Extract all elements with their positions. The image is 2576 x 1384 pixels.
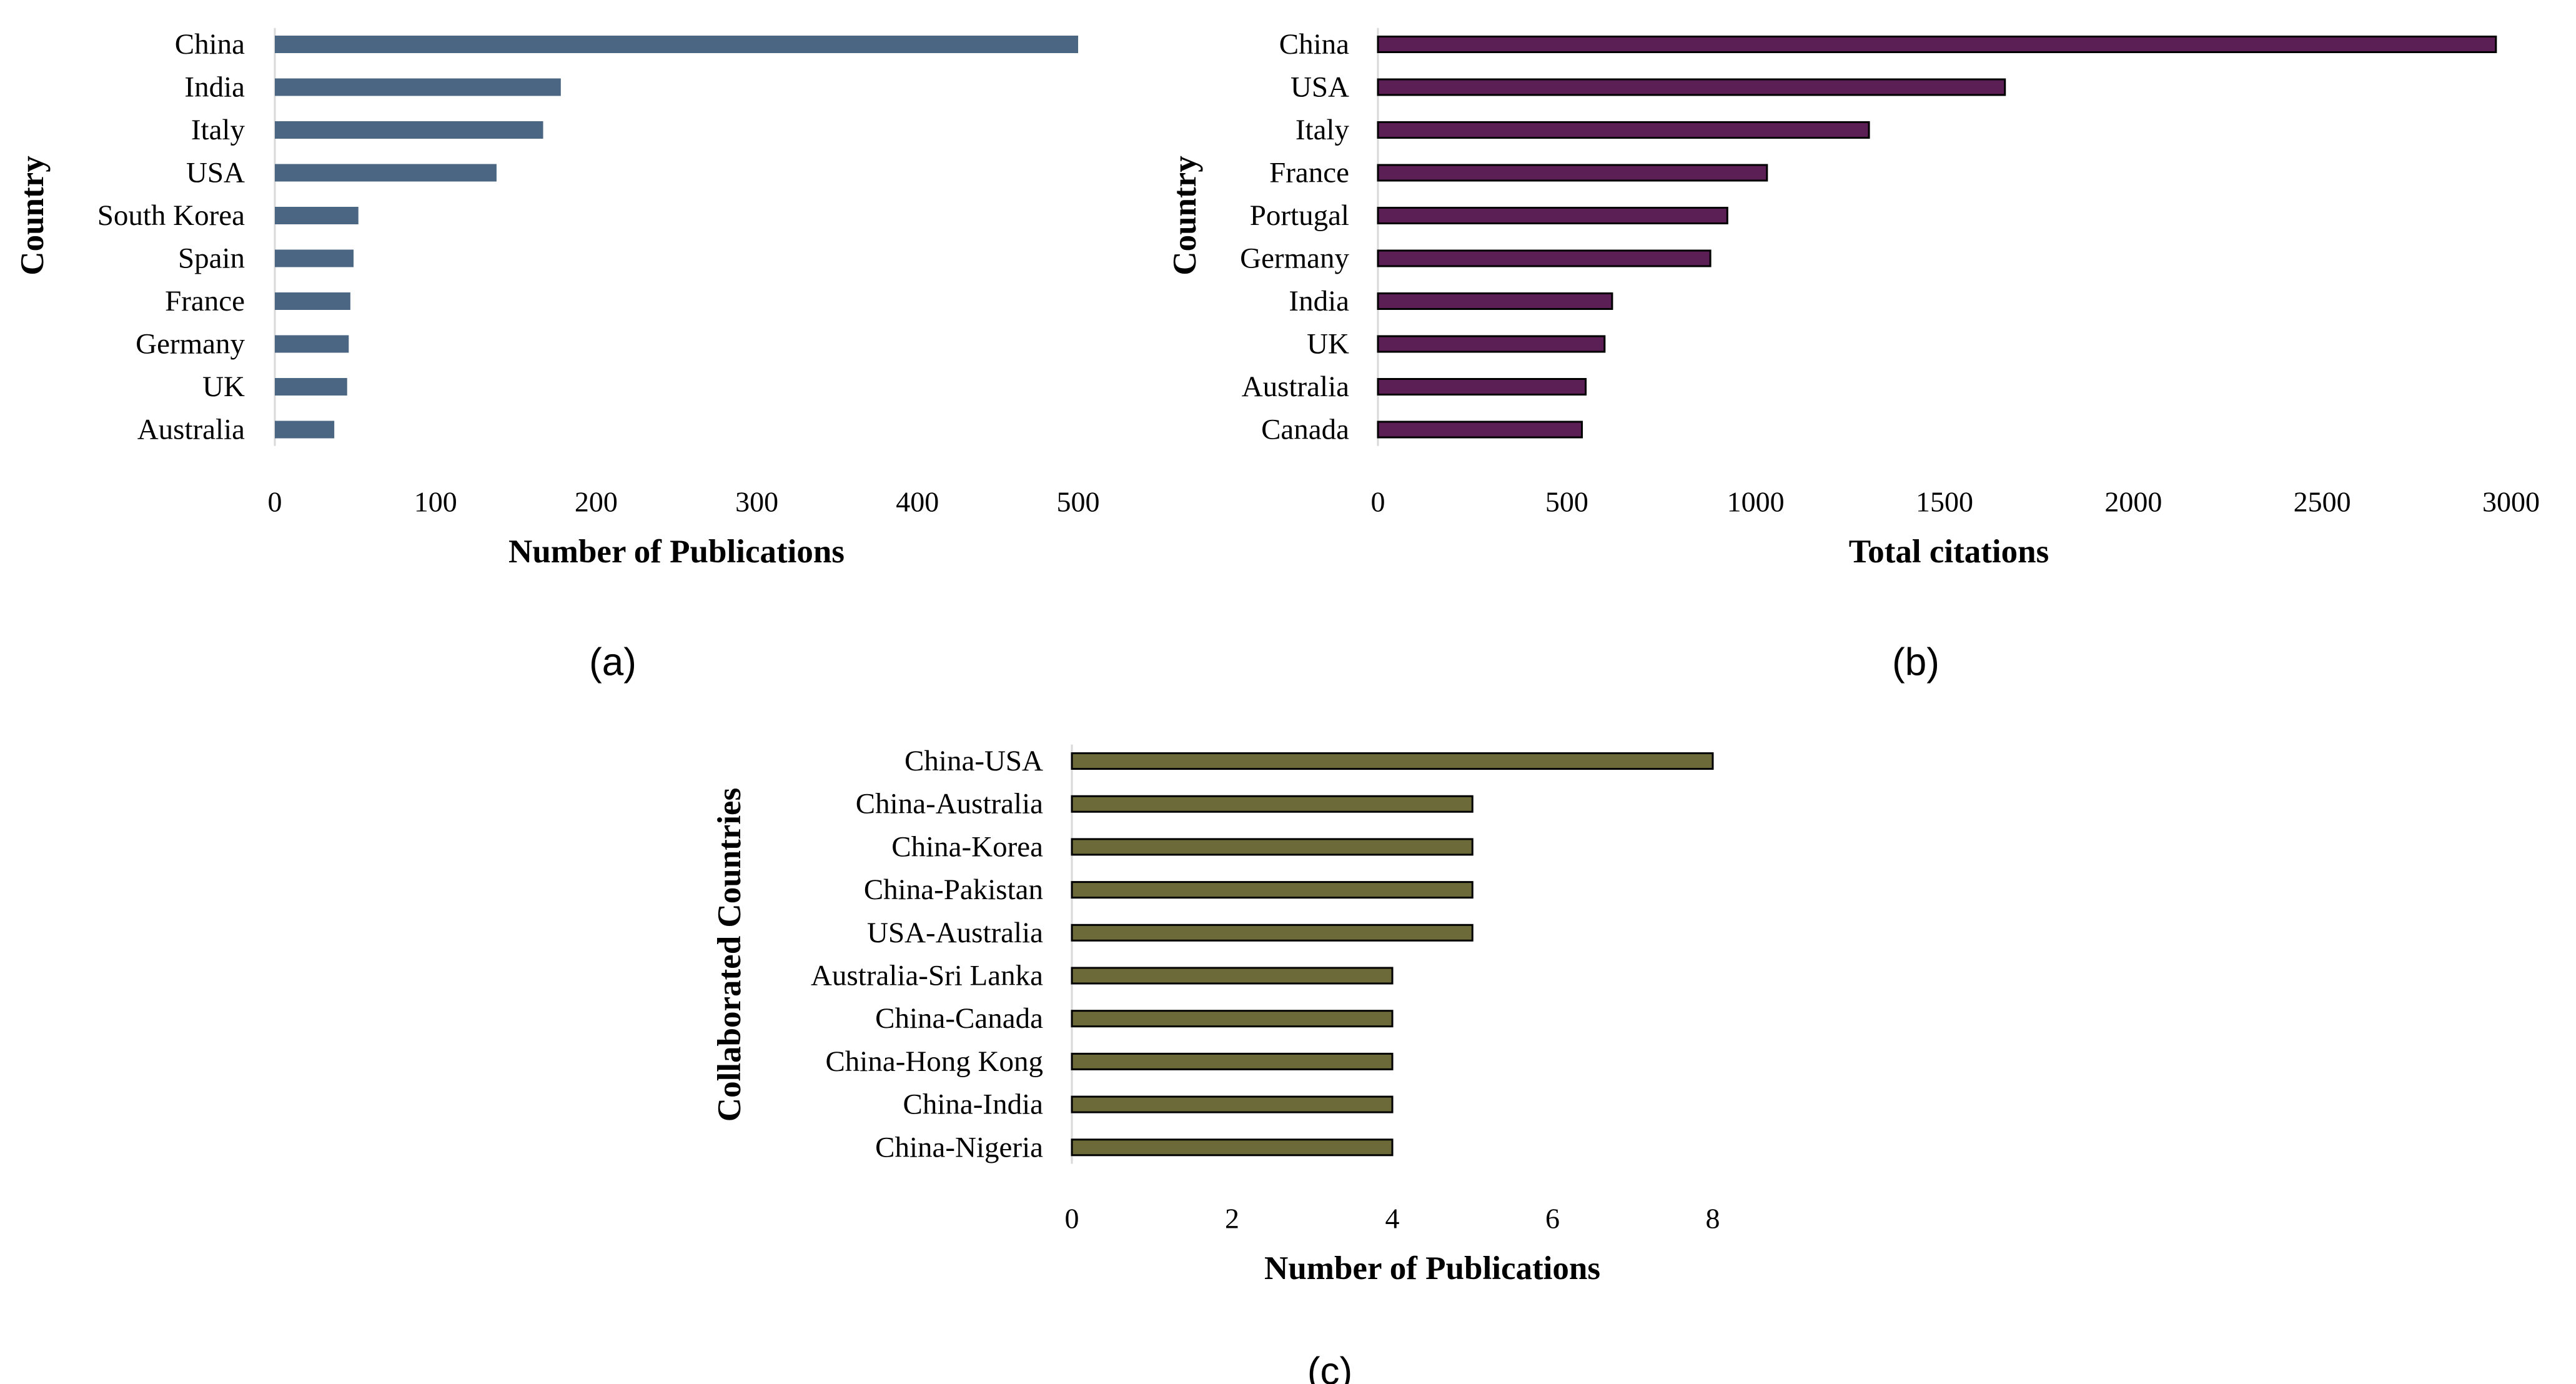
category-label: China-Hong Kong — [825, 1045, 1043, 1078]
panel-caption: (c) — [1307, 1350, 1352, 1384]
bar — [275, 36, 1078, 53]
chart-panel-b: China USA Italy France Portugal Germany India U… — [1167, 27, 2540, 684]
bar — [1377, 164, 1768, 182]
x-tick-label: 200 — [575, 486, 618, 518]
category-label: USA-Australia — [867, 917, 1043, 949]
category-label: France — [1269, 157, 1349, 189]
category-label: Australia — [137, 414, 245, 446]
x-tick-label: 100 — [414, 486, 457, 518]
category-label: Australia — [1242, 371, 1349, 403]
category-label: China — [175, 28, 245, 61]
bar — [1071, 1138, 1394, 1157]
category-label: China-Korea — [891, 830, 1043, 863]
bar — [275, 249, 354, 267]
y-axis-title: Country — [1167, 156, 1203, 275]
category-label: South Korea — [97, 199, 245, 232]
bar — [1071, 923, 1474, 942]
x-axis-title: Total citations — [1849, 534, 2049, 570]
panel-caption: (a) — [589, 641, 637, 684]
x-tick-label: 4 — [1385, 1203, 1400, 1235]
x-tick-label: 1000 — [1727, 486, 1785, 518]
bar — [1377, 249, 1712, 267]
category-label: Canada — [1261, 414, 1349, 446]
x-tick-label: 3000 — [2482, 486, 2540, 518]
bar — [1071, 967, 1394, 985]
x-tick-label: 0 — [268, 486, 282, 518]
x-tick-label: 500 — [1545, 486, 1588, 518]
bar — [1377, 421, 1583, 439]
bar — [1071, 752, 1714, 770]
bar — [275, 421, 335, 439]
bar — [1071, 1095, 1394, 1113]
category-label: China-USA — [904, 745, 1043, 777]
x-tick-label: 0 — [1065, 1203, 1079, 1235]
category-label: China-Australia — [856, 788, 1043, 820]
bar — [1071, 1052, 1394, 1070]
bar — [275, 78, 561, 96]
category-label: Portugal — [1250, 199, 1349, 232]
category-label: USA — [186, 157, 245, 189]
bar — [1377, 121, 1870, 139]
category-label: China — [1279, 28, 1349, 61]
y-axis-title: Collaborated Countries — [711, 788, 748, 1122]
category-label: Italy — [1295, 114, 1350, 146]
x-tick-label: 8 — [1706, 1203, 1720, 1235]
bar — [275, 335, 349, 353]
bar — [1071, 795, 1474, 813]
bar — [1071, 838, 1474, 856]
x-tick-label: 2500 — [2294, 486, 2351, 518]
bar — [275, 164, 497, 182]
panel-caption: (b) — [1892, 641, 1939, 684]
category-label: UK — [202, 371, 245, 403]
bar — [1071, 881, 1474, 899]
category-label: India — [1289, 285, 1349, 317]
bar — [1377, 78, 2006, 96]
category-label: Spain — [178, 242, 245, 275]
category-label: Germany — [136, 328, 245, 361]
y-axis-title: Country — [14, 156, 51, 275]
x-tick-label: 500 — [1057, 486, 1100, 518]
bar — [275, 292, 350, 310]
category-label: Germany — [1240, 242, 1349, 275]
category-label: Italy — [191, 114, 245, 146]
x-tick-label: 0 — [1371, 486, 1385, 518]
x-tick-label: 2000 — [2104, 486, 2162, 518]
category-label: UK — [1307, 328, 1349, 361]
chart-panel-c: China-USA China-Australia China-Korea China… — [711, 744, 1720, 1384]
bar — [1377, 292, 1613, 310]
category-label: France — [165, 285, 245, 317]
bar — [1377, 378, 1587, 396]
bar — [1377, 36, 2497, 53]
category-label: China-Canada — [875, 1002, 1043, 1035]
category-label: China-India — [903, 1088, 1044, 1121]
x-axis-title: Number of Publications — [508, 534, 845, 570]
x-tick-label: 6 — [1545, 1203, 1560, 1235]
category-label: Australia-Sri Lanka — [811, 960, 1043, 992]
category-label: USA — [1290, 71, 1349, 104]
x-tick-label: 300 — [735, 486, 778, 518]
category-label: China-Pakistan — [864, 874, 1043, 906]
x-tick-label: 1500 — [1916, 486, 1973, 518]
x-axis-title: Number of Publications — [1264, 1250, 1600, 1287]
bar — [1377, 335, 1606, 353]
bar — [275, 207, 359, 224]
bar — [275, 378, 347, 396]
bar — [1377, 207, 1728, 224]
category-label: India — [184, 71, 245, 104]
chart-panel-a: China India Italy USA South Korea Spain France… — [14, 27, 1100, 684]
x-tick-label: 400 — [896, 486, 939, 518]
bar — [1071, 1010, 1394, 1028]
x-tick-label: 2 — [1225, 1203, 1239, 1235]
bar — [275, 121, 543, 139]
category-label: China-Nigeria — [875, 1131, 1043, 1163]
